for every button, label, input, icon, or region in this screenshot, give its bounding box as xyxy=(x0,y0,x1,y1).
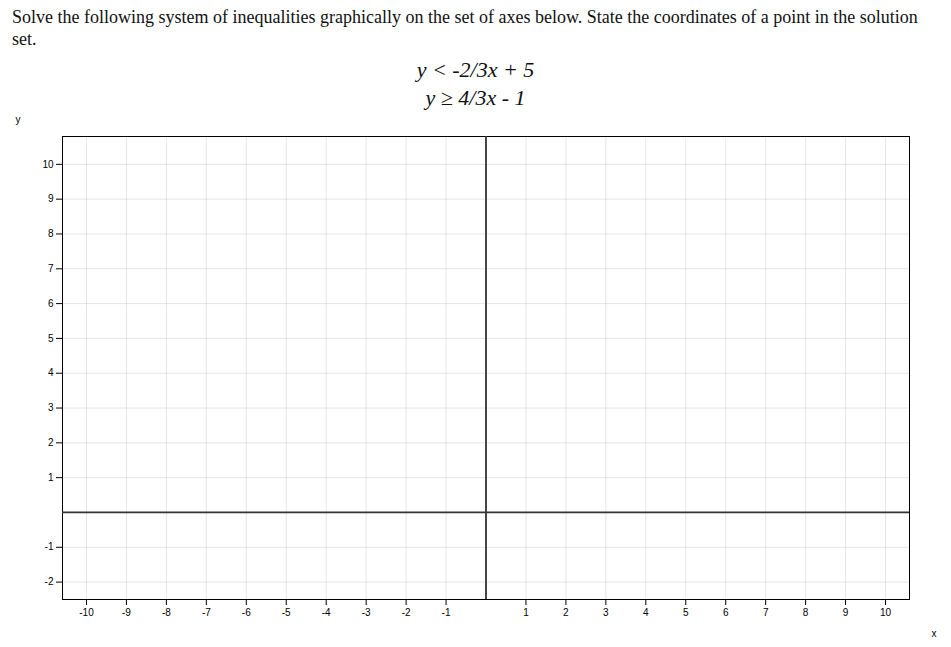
svg-text:-7: -7 xyxy=(202,607,211,618)
svg-text:3: 3 xyxy=(48,402,54,413)
svg-text:3: 3 xyxy=(603,607,609,618)
svg-text:-2: -2 xyxy=(45,576,54,587)
svg-text:-5: -5 xyxy=(282,607,291,618)
svg-text:7: 7 xyxy=(763,607,769,618)
svg-text:10: 10 xyxy=(42,159,54,170)
svg-text:7: 7 xyxy=(48,263,54,274)
svg-text:-9: -9 xyxy=(122,607,131,618)
svg-text:-4: -4 xyxy=(322,607,331,618)
svg-text:2: 2 xyxy=(48,437,54,448)
html-text:Solve the following system of: Solve the following system of inequaliti… xyxy=(12,7,918,49)
svg-text:5: 5 xyxy=(683,607,689,618)
svg-text:10: 10 xyxy=(880,607,892,618)
svg-text:-1: -1 xyxy=(45,541,54,552)
svg-text:4: 4 xyxy=(48,367,54,378)
html-text:y < -2/3x + 5: y < -2/3x + 5 xyxy=(416,57,535,82)
svg-text:-1: -1 xyxy=(442,607,451,618)
svg-text:2: 2 xyxy=(563,607,569,618)
svg-text:9: 9 xyxy=(843,607,849,618)
svg-text:y: y xyxy=(16,114,21,125)
svg-text:x: x xyxy=(932,628,937,639)
svg-text:-2: -2 xyxy=(402,607,411,618)
svg-text:6: 6 xyxy=(48,298,54,309)
svg-text:-6: -6 xyxy=(242,607,251,618)
html-text:y ≥ 4/3x - 1: y ≥ 4/3x - 1 xyxy=(425,85,526,110)
svg-text:6: 6 xyxy=(723,607,729,618)
svg-text:-8: -8 xyxy=(162,607,171,618)
svg-text:9: 9 xyxy=(48,193,54,204)
svg-text:1: 1 xyxy=(523,607,529,618)
svg-text:1: 1 xyxy=(48,472,54,483)
svg-text:8: 8 xyxy=(48,228,54,239)
svg-text:5: 5 xyxy=(48,333,54,344)
svg-text:-10: -10 xyxy=(79,607,94,618)
svg-text:4: 4 xyxy=(643,607,649,618)
svg-text:-3: -3 xyxy=(362,607,371,618)
svg-text:8: 8 xyxy=(803,607,809,618)
